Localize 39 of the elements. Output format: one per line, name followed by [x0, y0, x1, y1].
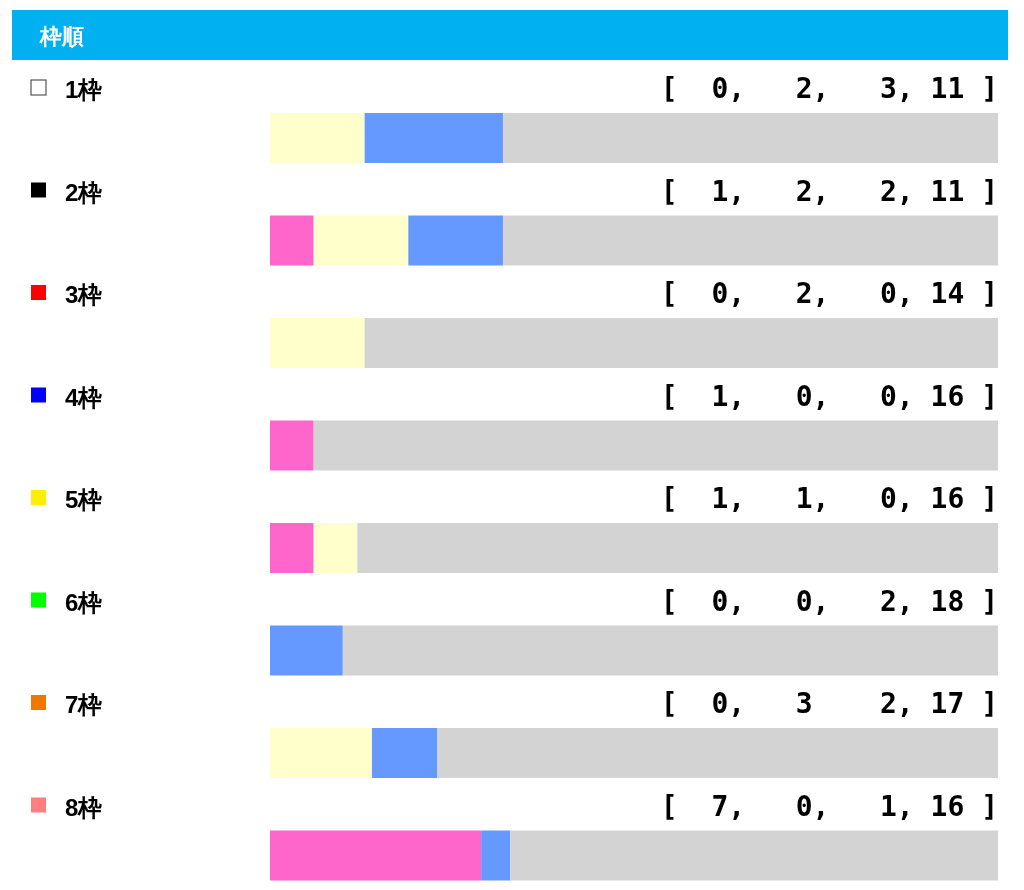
bar	[510, 830, 998, 881]
bar	[270, 318, 365, 368]
y-tick-label: 4枠	[65, 383, 103, 411]
bar	[270, 113, 365, 163]
bar	[357, 523, 998, 573]
y-tick-label: 7枠	[65, 691, 103, 718]
bar	[502, 113, 998, 163]
annotation: [ 7, 0, 1, 16 ]	[660, 789, 998, 823]
annotation: [ 1, 1, 0, 16 ]	[660, 482, 998, 515]
bar	[313, 420, 998, 471]
annotation: [ 0, 3 2, 17 ]	[660, 687, 998, 720]
y-tick-label: 8枠	[65, 793, 103, 821]
bar	[270, 215, 314, 266]
bar	[342, 625, 998, 676]
annotation: [ 1, 0, 0, 16 ]	[660, 379, 998, 413]
bar	[371, 728, 438, 778]
bar	[408, 215, 503, 266]
bar	[502, 215, 998, 266]
y-tick-label: 6枠	[65, 588, 103, 616]
text: 枠順	[39, 24, 84, 49]
annotation: [ 0, 0, 2, 18 ]	[660, 584, 998, 618]
bar	[270, 830, 482, 881]
bar	[270, 728, 372, 778]
y-tick-label: 3枠	[65, 281, 103, 308]
y-tick-label: 5枠	[65, 486, 103, 513]
bar	[270, 523, 314, 573]
bar	[313, 215, 409, 266]
annotation: [ 0, 2, 3, 11 ]	[660, 72, 998, 105]
annotation: [ 0, 2, 0, 14 ]	[660, 277, 998, 310]
y-tick-label: 1枠	[65, 76, 103, 103]
bar	[270, 420, 314, 471]
annotation: [ 1, 2, 2, 11 ]	[660, 174, 998, 208]
bar	[481, 830, 511, 881]
bar	[270, 625, 343, 676]
bar	[364, 113, 503, 163]
bar	[313, 523, 358, 573]
bar	[364, 318, 998, 368]
y-tick-label: 2枠	[65, 178, 103, 206]
bar	[437, 728, 998, 778]
